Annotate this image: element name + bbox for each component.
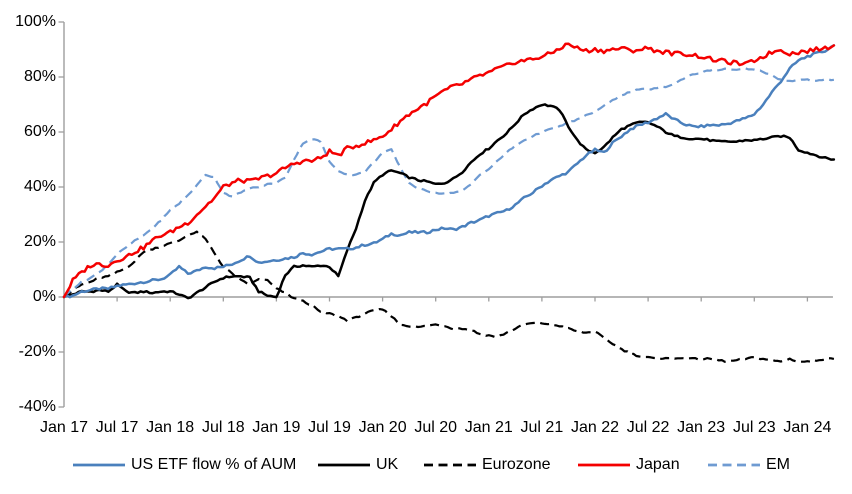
legend-line-sample: [73, 463, 125, 467]
series-line-eurozone: [63, 230, 835, 363]
legend-line-sample: [318, 463, 370, 467]
legend-label: Eurozone: [482, 456, 551, 473]
x-axis-label: Jan 20: [358, 419, 407, 436]
x-axis-label: Jul 19: [308, 419, 351, 436]
legend-line-sample: [708, 463, 760, 467]
x-axis-label: Jul 18: [201, 419, 245, 436]
y-axis-label: 80%: [23, 68, 56, 85]
legend-item-us-etf-flow-of-aum: US ETF flow % of AUM: [72, 454, 296, 476]
series-line-uk: [62, 103, 836, 300]
series-line-em: [63, 67, 835, 298]
y-axis-label: -20%: [18, 343, 56, 360]
series-line-us-etf-flow-of-aum: [62, 44, 836, 299]
legend-item-em: EM: [707, 454, 790, 476]
x-axis-label: Jul 23: [732, 419, 776, 436]
legend-line-sample: [424, 463, 476, 467]
y-axis-label: 100%: [15, 13, 56, 30]
legend-label: US ETF flow % of AUM: [131, 456, 297, 473]
x-axis-label: Jan 22: [570, 419, 620, 436]
y-axis-label: -40%: [18, 398, 56, 415]
x-axis-label: Jan 21: [464, 419, 513, 436]
y-axis-label: 20%: [23, 233, 56, 250]
x-axis-label: Jul 20: [414, 419, 458, 436]
y-axis-label: 40%: [23, 178, 56, 195]
y-axis-label: 60%: [23, 123, 56, 140]
legend-label: EM: [766, 456, 790, 473]
series-line-japan: [62, 42, 836, 299]
legend-item-japan: Japan: [577, 454, 680, 476]
x-axis-label: Jan 23: [677, 419, 726, 436]
x-axis-label: Jul 17: [95, 419, 139, 436]
x-axis-label: Jan 19: [252, 419, 301, 436]
legend-label: UK: [376, 456, 399, 473]
x-axis-label: Jan 17: [39, 419, 89, 436]
x-axis-label: Jan 24: [783, 419, 832, 436]
legend-line-sample: [578, 463, 630, 467]
y-axis-label: 0%: [32, 288, 56, 305]
legend-item-uk: UK: [317, 454, 398, 476]
legend-item-eurozone: Eurozone: [423, 454, 551, 476]
x-axis-label: Jul 21: [520, 419, 564, 436]
x-axis-label: Jan 18: [146, 419, 195, 436]
legend-label: Japan: [636, 456, 680, 473]
x-axis-label: Jul 22: [626, 419, 670, 436]
